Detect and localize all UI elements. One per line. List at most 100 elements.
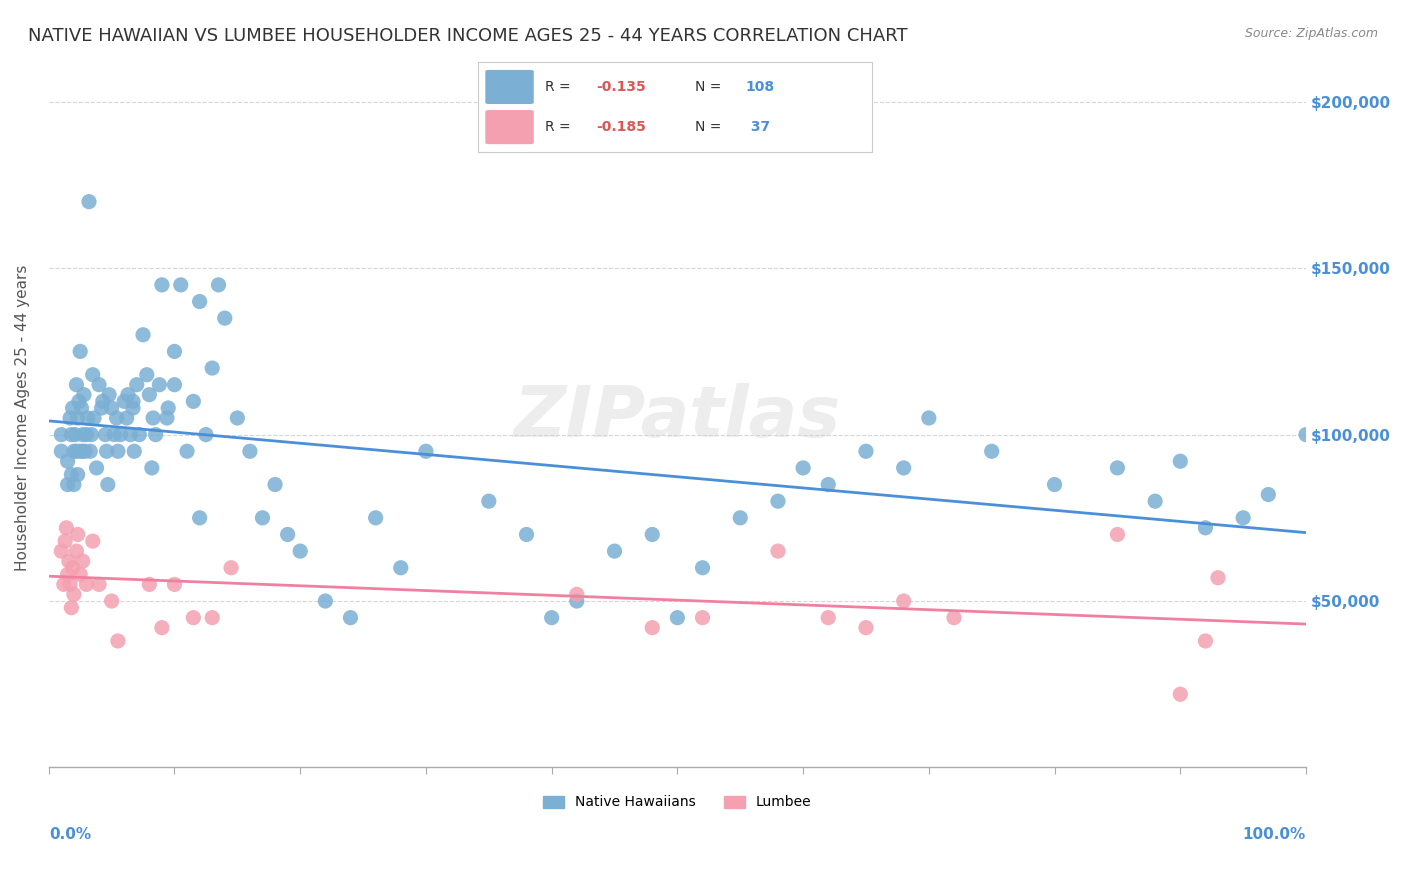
Point: [188, 294, 211, 309]
Point: [163, 377, 186, 392]
Point: [90, 401, 112, 415]
Point: [389, 560, 412, 574]
Point: [194, 427, 217, 442]
Point: [58, 554, 80, 568]
Point: [76, 411, 98, 425]
Point: [1168, 687, 1191, 701]
Point: [66, 527, 89, 541]
Point: [73, 387, 96, 401]
Point: [478, 494, 501, 508]
Point: [65, 544, 87, 558]
Point: [170, 277, 193, 292]
Point: [96, 444, 118, 458]
Point: [728, 511, 751, 525]
Text: Source: ZipAtlas.com: Source: ZipAtlas.com: [1244, 27, 1378, 40]
Point: [792, 461, 814, 475]
Point: [1144, 494, 1167, 508]
Point: [59, 411, 82, 425]
Point: [65, 377, 87, 392]
Point: [201, 610, 224, 624]
Point: [290, 544, 312, 558]
Point: [207, 277, 229, 292]
Point: [1194, 521, 1216, 535]
Point: [239, 444, 262, 458]
Point: [148, 377, 170, 392]
Point: [91, 394, 114, 409]
Point: [1232, 511, 1254, 525]
Point: [66, 411, 89, 425]
Point: [112, 394, 135, 409]
Point: [100, 594, 122, 608]
Text: N =: N =: [695, 80, 725, 95]
Point: [60, 427, 83, 442]
Point: [69, 444, 91, 458]
Point: [72, 444, 94, 458]
Point: [1168, 454, 1191, 468]
Point: [60, 467, 83, 482]
Point: [540, 610, 562, 624]
Point: [63, 427, 86, 442]
Point: [565, 594, 588, 608]
Point: [855, 444, 877, 458]
Point: [641, 621, 664, 635]
Text: R =: R =: [546, 120, 575, 134]
Point: [103, 427, 125, 442]
Point: [70, 401, 93, 415]
Point: [66, 467, 89, 482]
Point: [125, 377, 148, 392]
Point: [80, 427, 103, 442]
Point: [163, 344, 186, 359]
Text: R =: R =: [546, 80, 575, 95]
Point: [65, 444, 87, 458]
Point: [63, 477, 86, 491]
Point: [918, 411, 941, 425]
Point: [132, 327, 155, 342]
Point: [138, 577, 160, 591]
Point: [75, 577, 97, 591]
Point: [264, 477, 287, 491]
Point: [60, 600, 83, 615]
Text: -0.135: -0.135: [596, 80, 645, 95]
Point: [67, 394, 90, 409]
FancyBboxPatch shape: [486, 70, 533, 103]
Point: [641, 527, 664, 541]
Point: [72, 427, 94, 442]
Point: [59, 577, 82, 591]
Point: [183, 394, 205, 409]
Point: [56, 454, 79, 468]
Point: [138, 387, 160, 401]
Point: [1295, 427, 1317, 442]
Text: NATIVE HAWAIIAN VS LUMBEE HOUSEHOLDER INCOME AGES 25 - 44 YEARS CORRELATION CHAR: NATIVE HAWAIIAN VS LUMBEE HOUSEHOLDER IN…: [28, 27, 908, 45]
Point: [339, 610, 361, 624]
Point: [176, 444, 198, 458]
Text: 108: 108: [745, 80, 775, 95]
Y-axis label: Householder Income Ages 25 - 44 years: Householder Income Ages 25 - 44 years: [15, 265, 30, 571]
Text: 37: 37: [745, 120, 770, 134]
Point: [980, 444, 1002, 458]
Point: [219, 560, 242, 574]
Point: [51, 427, 73, 442]
Point: [128, 427, 150, 442]
Point: [183, 610, 205, 624]
Point: [817, 610, 839, 624]
Point: [515, 527, 537, 541]
Point: [364, 511, 387, 525]
Point: [63, 444, 86, 458]
Point: [117, 387, 139, 401]
Point: [82, 534, 104, 549]
Point: [1107, 461, 1129, 475]
Point: [62, 560, 84, 574]
Point: [277, 527, 299, 541]
Point: [62, 401, 84, 415]
Point: [188, 511, 211, 525]
Text: N =: N =: [695, 120, 725, 134]
Text: -0.185: -0.185: [596, 120, 645, 134]
Point: [1107, 527, 1129, 541]
FancyBboxPatch shape: [486, 111, 533, 144]
Point: [214, 311, 236, 326]
Text: ZIPatlas: ZIPatlas: [513, 384, 841, 452]
Point: [51, 544, 73, 558]
Legend: Native Hawaiians, Lumbee: Native Hawaiians, Lumbee: [537, 789, 818, 816]
Point: [86, 461, 108, 475]
Point: [855, 621, 877, 635]
